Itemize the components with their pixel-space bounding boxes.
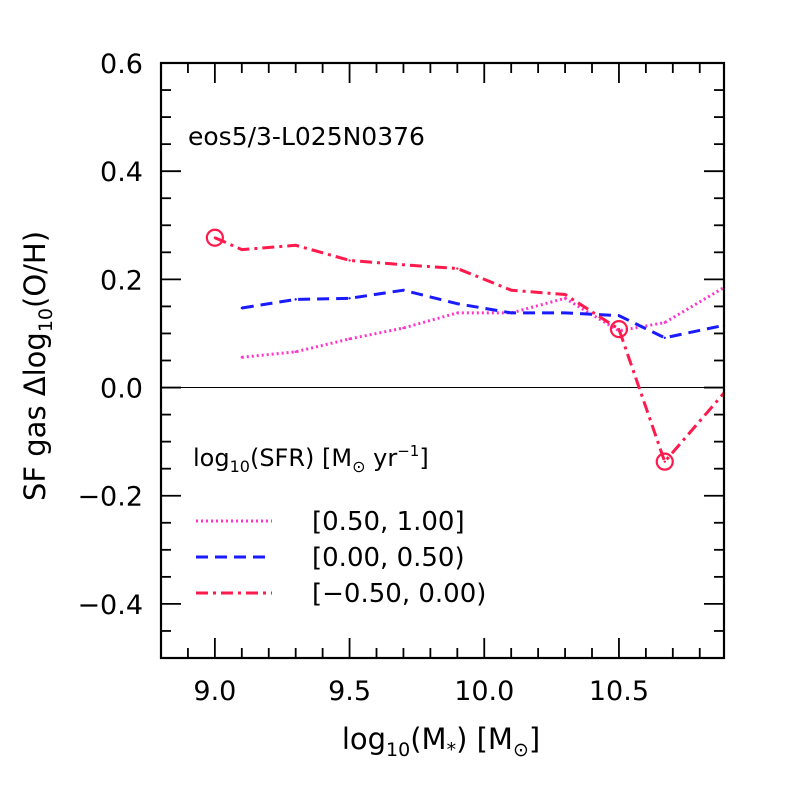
legend-label-1: [0.00, 0.50): [312, 543, 465, 573]
series-line-0: [241, 286, 725, 359]
data-point: [240, 248, 244, 251]
data-point: [663, 460, 666, 463]
y-tick-label: 0.4: [100, 157, 143, 188]
x-tick-label: 9.5: [328, 676, 371, 707]
data-point: [348, 337, 351, 341]
data-point: [456, 302, 459, 305]
data-point: [456, 311, 459, 315]
highlight-marker: [205, 228, 224, 247]
data-point: [563, 293, 567, 296]
x-tick-label: 9.0: [193, 676, 236, 707]
data-point: [617, 314, 621, 317]
legend-entries: [0.50, 1.00] [0.00, 0.50) [−0.50, 0.00): [196, 507, 486, 609]
series-layer: [205, 228, 726, 471]
data-point: [294, 298, 297, 301]
y-tick-label: 0.6: [100, 49, 143, 80]
legend-label-2: [−0.50, 0.00): [312, 579, 486, 609]
data-point: [509, 288, 513, 292]
data-point: [294, 350, 297, 354]
tick-labels: 9.0 9.5 10.0 10.5 −0.4 −0.2 0.0 0.2 0.4 0.6: [77, 49, 649, 707]
plot-frame: [159, 61, 726, 660]
y-tick-label: −0.4: [77, 590, 143, 621]
data-point: [294, 244, 297, 247]
data-point: [402, 263, 405, 266]
y-tick-label: −0.2: [77, 482, 143, 513]
data-point: [563, 311, 567, 315]
data-point: [663, 321, 666, 324]
series-line-1: [241, 288, 725, 340]
data-point: [213, 236, 217, 239]
legend-title: log10(SFR) [M⊙ yr−1]: [193, 442, 429, 476]
highlight-marker: [609, 320, 629, 339]
data-point: [402, 326, 405, 330]
x-tick-label: 10.0: [454, 676, 514, 707]
series-line-2: [214, 236, 726, 464]
y-tick-label: 0.0: [100, 374, 143, 405]
x-axis-label: log10(M*) [M⊙]: [342, 722, 540, 761]
legend-label-0: [0.50, 1.00]: [312, 507, 465, 537]
data-point: [563, 297, 567, 300]
data-point: [402, 288, 405, 292]
data-point: [456, 267, 459, 270]
highlight-marker: [655, 452, 674, 471]
data-point: [348, 259, 351, 262]
data-point: [240, 306, 244, 310]
y-tick-label: 0.2: [100, 265, 143, 296]
data-point: [509, 311, 513, 315]
data-point: [348, 297, 351, 300]
data-point: [663, 336, 666, 339]
annotation-label: eos5/3-L025N0376: [188, 122, 425, 151]
y-axis-label: SF gas Δlog10(O/H): [18, 231, 57, 501]
x-tick-label: 10.5: [589, 676, 649, 707]
data-point: [617, 327, 621, 331]
data-point: [240, 356, 244, 359]
legend: log10(SFR) [M⊙ yr−1] [0.50, 1.00] [0.00, …: [193, 442, 486, 609]
axis-ticks: [160, 62, 724, 659]
